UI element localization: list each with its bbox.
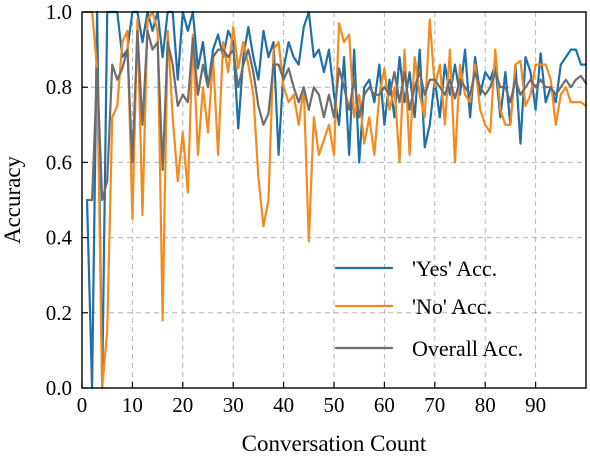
x-tick-label: 70 <box>424 393 445 417</box>
legend: 'Yes' Acc. 'No' Acc. Overall Acc. <box>334 256 523 361</box>
x-tick-label: 60 <box>374 393 395 417</box>
x-tick-label: 20 <box>172 393 193 417</box>
x-tick-label: 30 <box>223 393 244 417</box>
series-lines <box>85 10 588 390</box>
x-tick-label: 80 <box>475 393 496 417</box>
y-tick-label: 0.0 <box>46 376 72 400</box>
series-line-no-acc <box>85 10 588 390</box>
x-tick-label: 0 <box>77 393 88 417</box>
legend-label-no-acc: 'No' Acc. <box>412 294 492 319</box>
legend-label-yes-acc: 'Yes' Acc. <box>412 256 497 281</box>
x-tick-labels: 0 10 20 30 40 50 60 70 80 90 <box>77 393 546 417</box>
x-tick-label: 50 <box>324 393 345 417</box>
x-axis-title: Conversation Count <box>242 431 427 456</box>
x-tick-label: 10 <box>122 393 143 417</box>
y-tick-label: 0.6 <box>46 150 72 174</box>
axis-ticks <box>81 11 537 389</box>
x-tick-label: 40 <box>273 393 294 417</box>
legend-label-overall-acc: Overall Acc. <box>412 336 523 361</box>
y-axis-title: Accuracy <box>0 155 25 244</box>
y-tick-label: 0.4 <box>46 226 73 250</box>
y-tick-label: 1.0 <box>46 0 72 24</box>
y-tick-label: 0.8 <box>46 75 72 99</box>
y-tick-labels: 0.0 0.2 0.4 0.6 0.8 1.0 <box>46 0 73 400</box>
x-tick-label: 90 <box>525 393 546 417</box>
series-line-overall-acc <box>85 29 588 202</box>
y-tick-label: 0.2 <box>46 301 72 325</box>
